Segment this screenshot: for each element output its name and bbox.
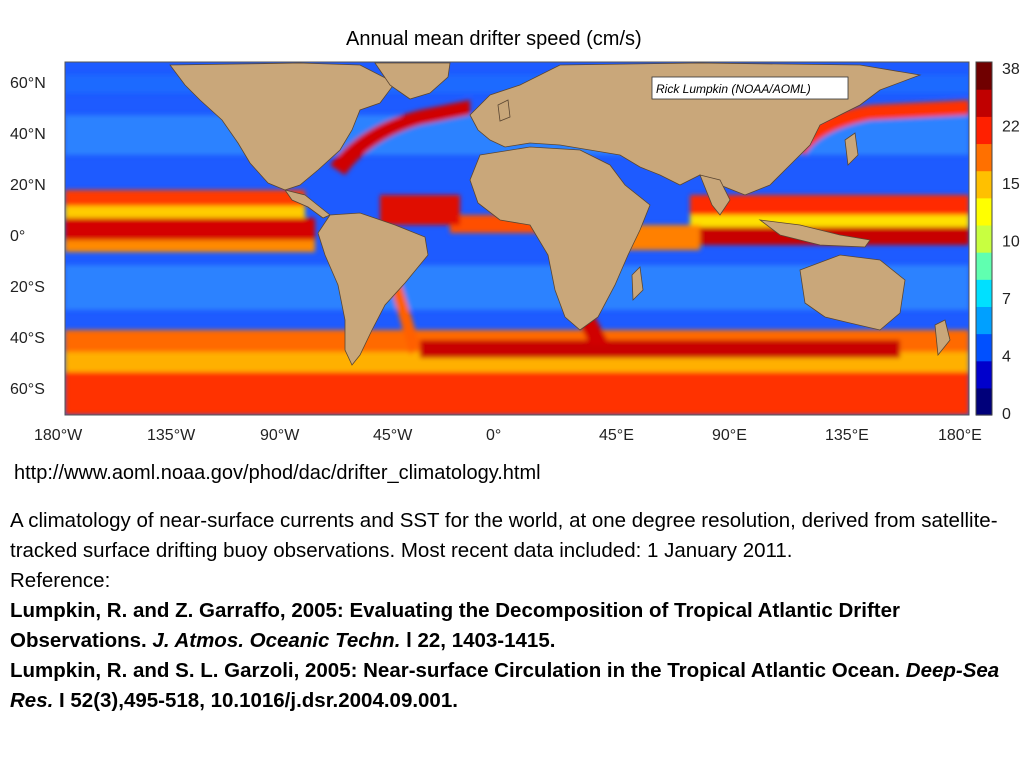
latitude-labels: 60°N 40°N 20°N 0° 20°S 40°S 60°S bbox=[10, 75, 46, 398]
colorbar-segment bbox=[976, 252, 992, 280]
latitude-label: 60°S bbox=[10, 381, 45, 398]
longitude-label: 180°W bbox=[34, 427, 83, 444]
colorbar-tick-label: 10 bbox=[1002, 234, 1020, 251]
land-africa bbox=[469, 146, 651, 331]
longitude-label: 135°W bbox=[147, 427, 196, 444]
colorbar-segment bbox=[976, 89, 992, 117]
drifter-speed-map: Rick Lumpkin (NOAA/AOML) 60°N 40°N 20°N 0° 2… bbox=[10, 61, 1020, 444]
reference-label: Reference: bbox=[10, 569, 111, 592]
reference-1-details: l 22, 1403-1415. bbox=[406, 629, 556, 652]
land-new-zealand bbox=[934, 319, 951, 357]
colorbar-ticks: 38 22 15 10 7 4 0 bbox=[1002, 61, 1020, 423]
colorbar-segment bbox=[976, 224, 992, 253]
colorbar-tick-label: 0 bbox=[1002, 406, 1011, 423]
land-india bbox=[699, 174, 731, 216]
longitude-label: 45°E bbox=[599, 427, 634, 444]
colorbar-segment bbox=[976, 306, 992, 335]
colorbar bbox=[975, 61, 993, 416]
credit-text: Rick Lumpkin (NOAA/AOML) bbox=[656, 82, 811, 96]
land-australia bbox=[799, 254, 906, 331]
map-frame bbox=[64, 61, 970, 416]
reference-2-details: I 52(3),495-518, 10.1016/j.dsr.2004.09.0… bbox=[59, 689, 458, 712]
reference-1: Lumpkin, R. and Z. Garraffo, 2005: Evalu… bbox=[10, 596, 1014, 656]
land-madagascar bbox=[631, 266, 644, 301]
longitude-label: 135°E bbox=[825, 427, 869, 444]
land-south-america bbox=[317, 212, 429, 366]
credit-box bbox=[651, 76, 849, 100]
map-title: Annual mean drifter speed (cm/s) bbox=[346, 28, 642, 50]
colorbar-segment bbox=[976, 62, 992, 90]
land-indonesia bbox=[758, 219, 871, 248]
colorbar-tick-label: 7 bbox=[1002, 291, 1011, 308]
colorbar-segment bbox=[976, 360, 992, 389]
longitude-label: 45°W bbox=[373, 427, 413, 444]
reference-1-authors: Lumpkin, R. and Z. Garraffo, 2005: Evalu… bbox=[10, 599, 900, 652]
colorbar-segment bbox=[976, 333, 992, 362]
latitude-label: 40°N bbox=[10, 126, 46, 143]
colorbar-frame bbox=[975, 61, 993, 416]
reference-2-authors: Lumpkin, R. and S. L. Garzoli, 2005: Nea… bbox=[10, 659, 901, 682]
land-masses bbox=[169, 62, 951, 366]
longitude-label: 90°W bbox=[260, 427, 300, 444]
latitude-label: 0° bbox=[10, 228, 25, 245]
reference-2-journal: Deep-Sea Res. bbox=[10, 659, 1000, 712]
latitude-label: 20°S bbox=[10, 279, 45, 296]
land-uk bbox=[497, 99, 511, 122]
source-url[interactable]: http://www.aoml.noaa.gov/phod/dac/drifte… bbox=[14, 462, 541, 484]
latitude-label: 40°S bbox=[10, 330, 45, 347]
latitude-label: 20°N bbox=[10, 177, 46, 194]
land-central-america bbox=[284, 189, 331, 219]
colorbar-tick-label: 15 bbox=[1002, 176, 1020, 193]
reference-1-journal: J. Atmos. Oceanic Techn. bbox=[152, 629, 401, 652]
longitude-labels: 180°W 135°W 90°W 45°W 0° 45°E 90°E 135°E 180°E bbox=[34, 427, 982, 444]
colorbar-tick-label: 22 bbox=[1002, 119, 1020, 136]
colorbar-tick-label: 38 bbox=[1002, 61, 1020, 78]
longitude-label: 90°E bbox=[712, 427, 747, 444]
description-block: A climatology of near-surface currents a… bbox=[10, 506, 1014, 716]
colorbar-segment bbox=[976, 387, 992, 416]
latitude-label: 60°N bbox=[10, 75, 46, 92]
land-greenland bbox=[374, 62, 451, 100]
longitude-label: 0° bbox=[486, 427, 501, 444]
map-field: Rick Lumpkin (NOAA/AOML) bbox=[65, 62, 969, 415]
land-japan bbox=[844, 132, 859, 166]
description-text: A climatology of near-surface currents a… bbox=[10, 509, 998, 562]
longitude-label: 180°E bbox=[938, 427, 982, 444]
colorbar-segment bbox=[976, 116, 992, 145]
colorbar-segment bbox=[976, 197, 992, 226]
colorbar-tick-label: 4 bbox=[1002, 349, 1011, 366]
reference-2: Lumpkin, R. and S. L. Garzoli, 2005: Nea… bbox=[10, 656, 1014, 716]
colorbar-segment bbox=[976, 143, 992, 172]
colorbar-segment bbox=[976, 279, 992, 307]
colorbar-segment bbox=[976, 170, 992, 199]
